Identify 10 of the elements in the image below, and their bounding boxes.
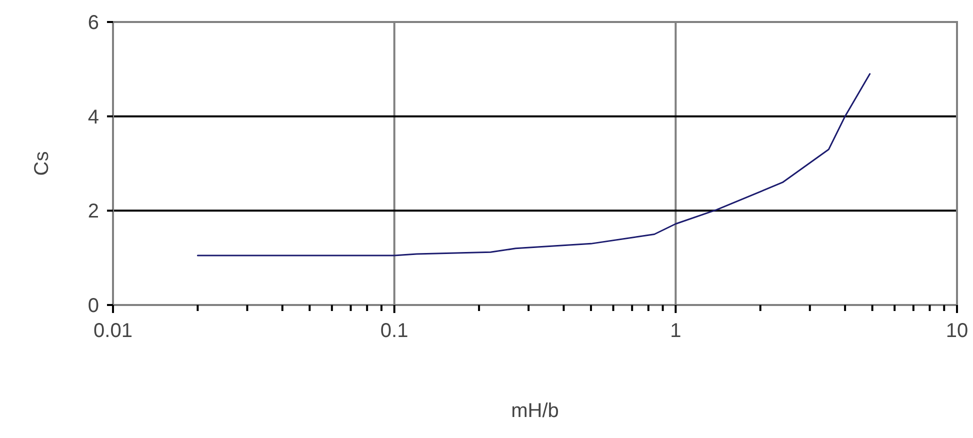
y-tick-label: 4	[88, 106, 99, 128]
x-tick-label: 0.1	[380, 320, 408, 342]
x-tick-label: 10	[946, 320, 968, 342]
x-tick-label: 1	[670, 320, 682, 342]
y-tick-label: 2	[88, 200, 99, 223]
y-tick-label: 6	[88, 12, 99, 34]
x-tick-label: 0.01	[94, 320, 132, 342]
x-axis-title: mH/b	[511, 400, 559, 422]
y-tick-label: 0	[88, 295, 99, 317]
y-axis-title: Cs	[31, 151, 53, 176]
